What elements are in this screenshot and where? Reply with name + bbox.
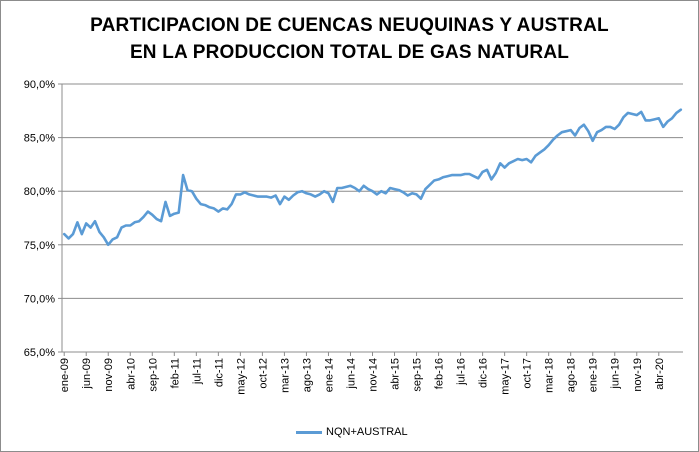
chart-title-line-1: PARTICIPACION DE CUENCAS NEUQUINAS Y AUS…: [90, 15, 609, 36]
x-tick-label: nov-19: [632, 358, 644, 392]
x-tick-label: dic-11: [213, 358, 225, 387]
series-line-nqn-austral: [62, 108, 683, 247]
x-tick-label: feb-11: [169, 358, 181, 388]
x-tick-label: abr-15: [390, 358, 402, 390]
y-tick-label: 80,0%: [24, 186, 55, 198]
legend-swatch: [296, 430, 322, 434]
y-tick-label: 70,0%: [24, 293, 55, 305]
x-tick-label: jun-14: [345, 358, 357, 390]
legend: NQN+AUSTRAL: [296, 424, 408, 440]
x-tick-label: ago-13: [301, 358, 313, 392]
x-tick-label: jun-09: [81, 358, 93, 390]
y-tick-label: 90,0%: [24, 79, 55, 91]
x-tick-label: jun-19: [610, 358, 622, 390]
x-tick-label: nov-14: [368, 358, 380, 392]
x-tick-label: may-12: [235, 358, 247, 395]
legend-label: NQN+AUSTRAL: [326, 426, 408, 438]
x-tick-label: oct-12: [257, 358, 269, 389]
x-tick-label: ago-18: [566, 358, 578, 392]
x-tick-label: dic-16: [478, 358, 490, 388]
x-tick-label: ene-14: [323, 358, 335, 392]
x-tick-label: mar-13: [279, 358, 291, 393]
chart-title-line-2: EN LA PRODUCCION TOTAL DE GAS NATURAL: [129, 42, 570, 63]
x-tick-label: abr-10: [125, 358, 137, 390]
y-tick-label: 75,0%: [24, 240, 55, 252]
x-tick-label: ene-09: [59, 358, 71, 392]
x-tick-label: may-17: [500, 358, 512, 395]
chart-title: PARTICIPACION DE CUENCAS NEUQUINAS Y AUS…: [0, 12, 699, 66]
x-tick-label: nov-09: [103, 358, 115, 392]
x-tick-label: jul-11: [191, 358, 203, 385]
x-tick-label: abr-20: [654, 358, 666, 390]
x-tick-label: sep-15: [412, 358, 424, 392]
y-tick-label: 85,0%: [24, 133, 55, 145]
x-tick-label: sep-10: [147, 358, 159, 392]
x-tick-label: feb-16: [434, 358, 446, 389]
x-tick-label: ene-19: [588, 358, 600, 392]
x-tick-label: oct-17: [522, 358, 534, 389]
y-tick-label: 65,0%: [24, 347, 55, 359]
x-tick-label: mar-18: [544, 358, 556, 393]
x-tick-label: jul-16: [456, 358, 468, 386]
